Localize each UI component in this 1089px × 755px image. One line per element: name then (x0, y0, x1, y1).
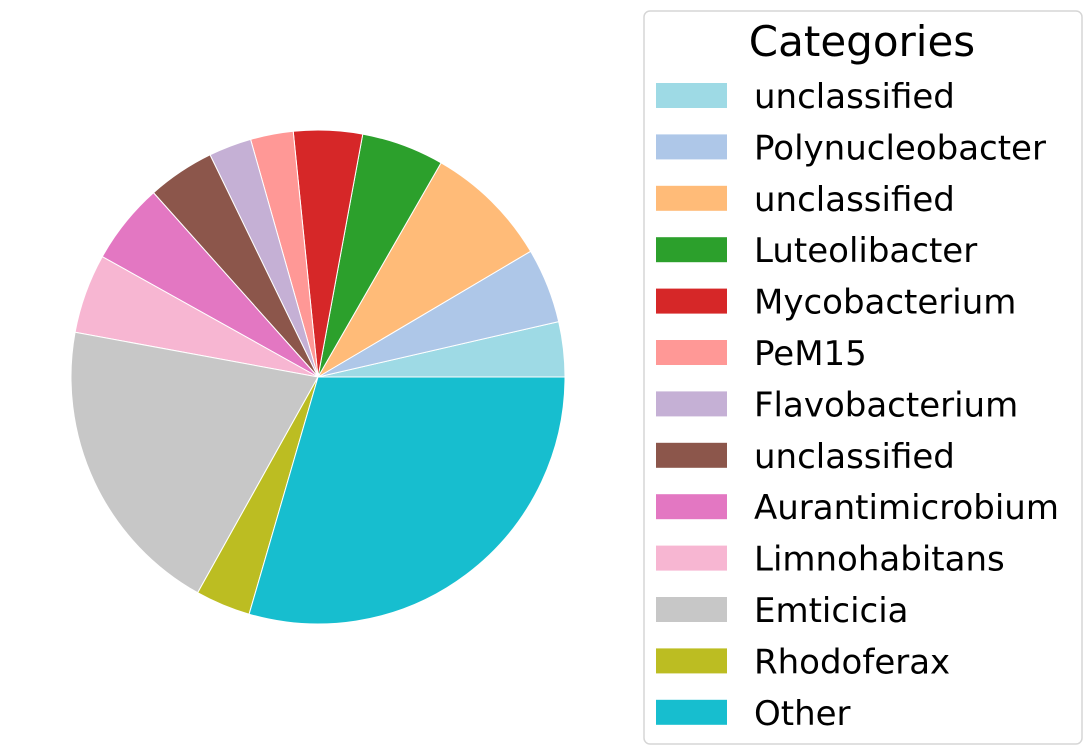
legend-label-11: Rhodoferax (754, 642, 950, 682)
legend-label-12: Other (754, 694, 851, 734)
legend-label-1: Polynucleobacter (754, 128, 1046, 168)
legend-swatch-4 (656, 288, 727, 314)
legend-swatch-7 (656, 442, 727, 468)
legend-title: Categories (749, 17, 975, 66)
legend-label-9: Limnohabitans (754, 540, 1005, 580)
legend-swatch-12 (656, 699, 727, 725)
legend-label-10: Emticicia (754, 591, 909, 631)
pie-slice-10 (70, 331, 319, 594)
pie-slices (70, 129, 566, 625)
legend-swatch-11 (656, 648, 727, 674)
legend-label-5: PeM15 (754, 334, 867, 374)
legend-swatch-3 (656, 237, 727, 263)
legend-swatch-0 (656, 83, 727, 108)
legend-label-8: Aurantimicrobium (754, 488, 1059, 528)
legend-entries: unclassified Polynucleobacter unclassified… (656, 77, 1059, 734)
legend-frame (643, 10, 1083, 745)
legend-swatch-5 (656, 340, 727, 365)
legend-swatch-6 (656, 391, 727, 417)
legend: Categories unclassifiedPolynucleobacteru… (643, 10, 1083, 745)
legend-label-4: Mycobacterium (754, 283, 1016, 323)
legend-swatch-1 (656, 134, 727, 160)
legend-label-7: unclassified (754, 437, 955, 477)
legend-swatch-2 (656, 185, 727, 211)
legend-swatch-9 (656, 545, 727, 571)
legend-swatch-8 (656, 494, 727, 520)
pie-slice-12 (248, 376, 566, 625)
legend-label-2: unclassified (754, 180, 955, 220)
legend-label-3: Luteolibacter (754, 231, 977, 271)
legend-swatch-10 (656, 597, 727, 622)
legend-label-0: unclassified (754, 77, 955, 117)
legend-label-6: Flavobacterium (754, 385, 1018, 425)
pie-slice-2 (316, 162, 532, 379)
